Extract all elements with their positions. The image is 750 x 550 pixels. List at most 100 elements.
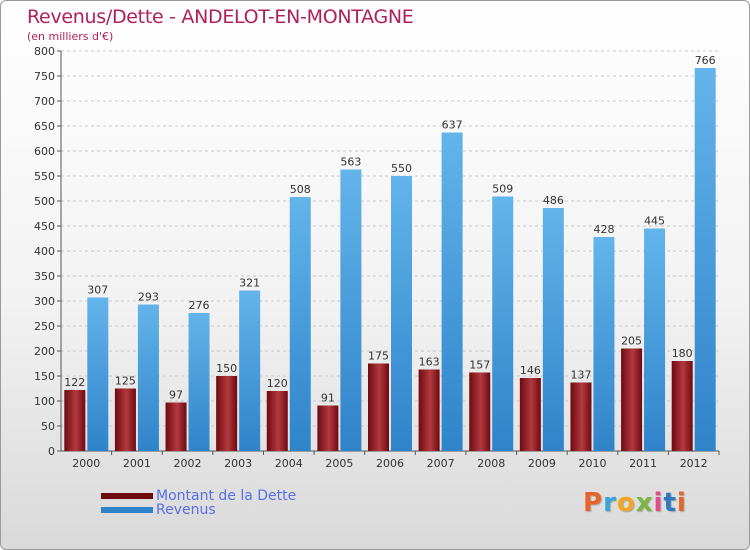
data-labels: 122 307 125 293 97 276 150 321 120 508 91 563 175 550…	[64, 54, 715, 405]
bar-dette	[114, 388, 136, 451]
x-tick-label: 2001	[123, 457, 151, 470]
legend-swatch-dette	[101, 493, 153, 499]
bar-revenus	[289, 197, 311, 451]
data-label-dette: 122	[64, 376, 85, 389]
bar-dette	[165, 402, 187, 451]
legend-label-revenus: Revenus	[156, 502, 216, 518]
logo-letter: i	[676, 488, 687, 518]
y-tick-label: 750	[34, 70, 55, 83]
bar-revenus	[340, 169, 362, 451]
y-tick-label: 100	[34, 395, 55, 408]
bar-dette	[266, 391, 288, 451]
data-label-dette: 163	[419, 356, 440, 369]
y-tick-label: 200	[34, 345, 55, 358]
data-label-dette: 120	[267, 377, 288, 390]
bar-dette	[64, 390, 86, 451]
y-tick-label: 250	[34, 320, 55, 333]
bar-revenus	[239, 290, 261, 451]
chart-title: Revenus/Dette - ANDELOT-EN-MONTAGNE	[27, 6, 414, 28]
y-tick-label: 150	[34, 370, 55, 383]
x-tick-label: 2000	[72, 457, 100, 470]
chart-subtitle: (en milliers d'€)	[27, 30, 114, 43]
data-label-revenus: 563	[340, 156, 361, 169]
data-label-revenus: 766	[695, 54, 716, 67]
y-tick-label: 550	[34, 170, 55, 183]
data-label-revenus: 276	[189, 299, 210, 312]
bar-revenus	[492, 196, 514, 451]
bar-revenus	[644, 228, 666, 451]
data-label-dette: 205	[621, 335, 642, 348]
bar-dette	[519, 378, 541, 451]
x-tick-label: 2003	[224, 457, 252, 470]
legend-label-dette: Montant de la Dette	[156, 488, 297, 504]
y-tick-label: 350	[34, 270, 55, 283]
bar-dette	[570, 382, 592, 451]
bar-revenus	[137, 304, 159, 451]
logo-letter: x	[635, 488, 654, 518]
y-tick-label: 500	[34, 195, 55, 208]
x-tick-label: 2004	[275, 457, 303, 470]
data-label-dette: 180	[672, 347, 693, 360]
data-label-revenus: 307	[87, 284, 108, 297]
bar-dette	[368, 363, 389, 451]
data-label-dette: 157	[469, 359, 490, 372]
bar-dette	[671, 361, 693, 451]
bar-revenus	[441, 132, 463, 451]
x-tick-label: 2008	[477, 457, 505, 470]
logo-letter: r	[603, 488, 617, 518]
data-label-dette: 91	[321, 392, 335, 405]
data-label-dette: 137	[570, 369, 591, 382]
bar-revenus	[87, 297, 109, 451]
logo-letter: o	[616, 488, 636, 518]
y-tick-label: 50	[41, 420, 55, 433]
y-tick-label: 800	[34, 45, 55, 58]
proxiti-logo: Proxiti	[583, 488, 687, 518]
y-tick-label: 0	[48, 445, 55, 458]
logo-letter: t	[663, 488, 677, 518]
logo-letter: P	[583, 488, 604, 518]
bar-dette	[317, 405, 339, 451]
data-label-dette: 175	[368, 350, 389, 363]
y-tick-label: 450	[34, 220, 55, 233]
y-tick-label: 650	[34, 120, 55, 133]
data-label-revenus: 321	[239, 277, 260, 290]
bar-dette	[621, 348, 643, 451]
data-label-revenus: 509	[492, 183, 513, 196]
bar-revenus	[542, 208, 564, 451]
y-tick-label: 400	[34, 245, 55, 258]
data-label-revenus: 508	[290, 183, 311, 196]
x-tick-label: 2002	[174, 457, 202, 470]
data-label-revenus: 445	[644, 215, 665, 228]
legend-item-revenus: Revenus	[101, 502, 216, 518]
data-label-dette: 150	[216, 362, 237, 375]
x-tick-label: 2006	[376, 457, 404, 470]
y-tick-label: 700	[34, 95, 55, 108]
data-label-revenus: 486	[543, 194, 564, 207]
x-tick-label: 2005	[325, 457, 353, 470]
y-tick-label: 300	[34, 295, 55, 308]
x-tick-label: 2012	[680, 457, 708, 470]
bar-dette	[418, 369, 440, 451]
data-label-revenus: 550	[391, 162, 412, 175]
bar-revenus	[188, 313, 210, 451]
x-tick-label: 2007	[427, 457, 455, 470]
axes: 0 50 100 150 200 250 300 350 400 450 500 550 600 650 7…	[34, 45, 720, 470]
legend-item-dette: Montant de la Dette	[101, 488, 296, 504]
bar-dette	[469, 372, 491, 451]
bar-revenus	[694, 68, 716, 451]
data-label-dette: 97	[169, 389, 183, 402]
data-label-dette: 146	[520, 364, 541, 377]
data-label-revenus: 293	[138, 291, 159, 304]
legend-swatch-revenus	[101, 507, 153, 513]
x-tick-label: 2011	[629, 457, 657, 470]
x-tick-label: 2010	[578, 457, 606, 470]
bars	[64, 68, 716, 451]
grid-lines	[61, 50, 719, 452]
data-label-revenus: 428	[593, 223, 614, 236]
bar-revenus	[593, 237, 615, 451]
x-tick-label: 2009	[528, 457, 556, 470]
bar-revenus	[391, 176, 412, 451]
logo-letter: i	[653, 488, 664, 518]
